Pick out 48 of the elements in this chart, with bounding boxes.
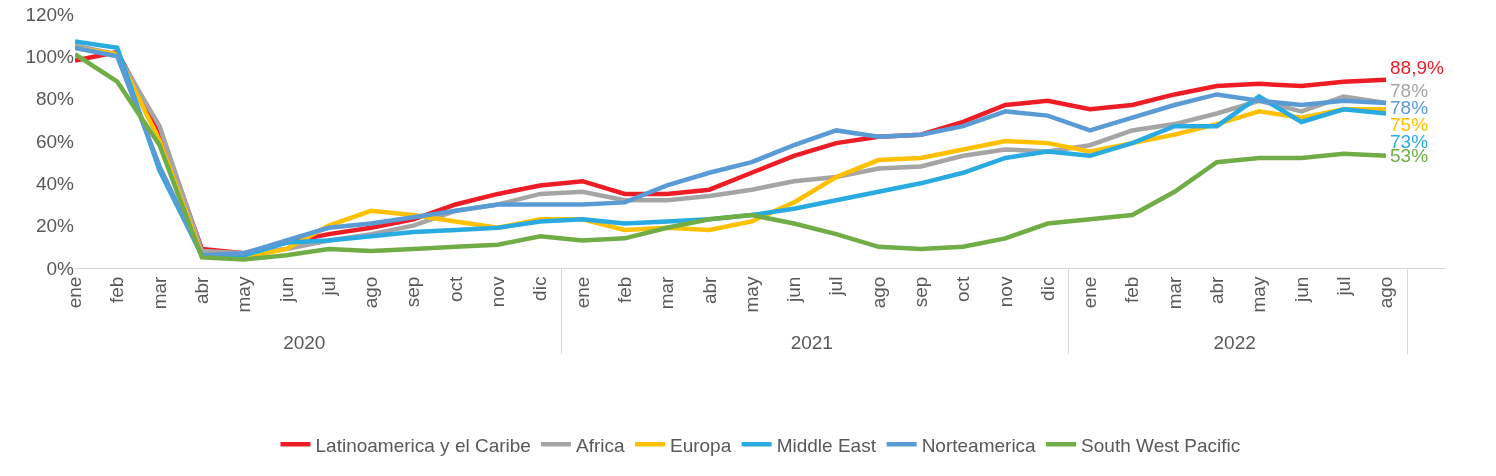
legend-label: Latinoamerica y el Caribe <box>315 434 531 456</box>
y-tick-label: 80% <box>35 88 75 110</box>
legend-label: Africa <box>575 434 625 456</box>
legend-label: Europa <box>669 434 732 456</box>
y-tick-label: 40% <box>35 172 75 194</box>
x-tick-label: jul <box>1332 276 1354 297</box>
y-tick-label: 100% <box>25 45 75 67</box>
legend-label: South West Pacific <box>1081 434 1241 456</box>
legend-label: Norteamerica <box>921 434 1037 456</box>
x-tick-label: ene <box>1079 276 1101 309</box>
x-tick-label: jun <box>275 276 297 303</box>
x-tick-label: nov <box>994 276 1016 308</box>
x-tick-label: jul <box>317 276 339 297</box>
data-label: 88,9% <box>1390 57 1444 78</box>
x-tick-label: jul <box>825 276 847 297</box>
legend-label: Middle East <box>776 434 877 456</box>
x-tick-label: dic <box>1036 276 1058 301</box>
text: 2022 <box>1213 332 1256 354</box>
x-tick-label: abr <box>698 275 720 305</box>
x-tick-label: ago <box>1375 276 1397 309</box>
x-tick-label: mar <box>656 275 678 310</box>
x-tick-label: oct <box>952 275 974 302</box>
x-tick-label: sep <box>909 276 931 308</box>
x-tick-label: feb <box>613 276 635 304</box>
x-tick-label: abr <box>1206 275 1228 305</box>
x-tick-label: mar <box>1163 275 1185 310</box>
x-tick-label: oct <box>444 275 466 302</box>
x-tick-label: dic <box>529 276 551 301</box>
x-tick-label: jun <box>1290 276 1312 303</box>
x-tick-label: abr <box>191 275 213 305</box>
x-tick-label: ene <box>64 276 86 309</box>
text: 2020 <box>283 332 326 354</box>
x-tick-label: may <box>1248 276 1270 313</box>
x-tick-label: nov <box>487 276 509 308</box>
x-tick-label: feb <box>1121 276 1143 304</box>
x-tick-label: may <box>740 276 762 313</box>
y-tick-label: 60% <box>35 130 75 152</box>
x-tick-label: ago <box>867 276 889 309</box>
x-tick-label: jun <box>783 276 805 303</box>
x-tick-label: sep <box>402 276 424 308</box>
y-tick-label: 20% <box>35 215 75 237</box>
y-tick-label: 120% <box>25 3 75 25</box>
x-tick-label: ago <box>360 276 382 309</box>
x-tick-label: may <box>233 276 255 313</box>
x-tick-label: ene <box>571 276 593 309</box>
x-tick-label: mar <box>148 275 170 310</box>
x-tick-label: feb <box>106 276 128 304</box>
text: 2021 <box>790 332 833 354</box>
